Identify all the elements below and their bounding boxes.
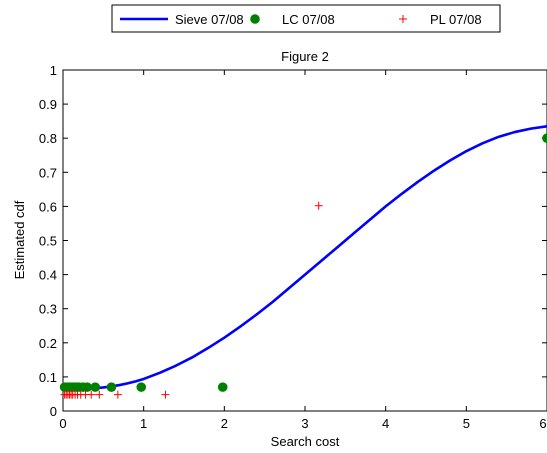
y-tick-label: 0.5 bbox=[39, 234, 57, 249]
data-point bbox=[82, 382, 92, 392]
series-1-points bbox=[59, 133, 547, 392]
y-tick-label: 0.7 bbox=[39, 165, 57, 180]
y-tick-label: 0.6 bbox=[39, 199, 57, 214]
y-axis-label: Estimated cdf bbox=[12, 200, 27, 279]
legend-swatch-marker bbox=[399, 15, 407, 23]
data-point bbox=[106, 382, 117, 392]
x-tick-label: 4 bbox=[382, 416, 389, 431]
series-2-points bbox=[60, 201, 323, 399]
y-tick-label: 0 bbox=[50, 404, 57, 419]
series-layer bbox=[59, 124, 547, 399]
y-tick-label: 0.9 bbox=[39, 97, 57, 112]
data-point bbox=[314, 201, 323, 210]
data-point bbox=[90, 382, 101, 392]
y-tick-label: 0.8 bbox=[39, 131, 57, 146]
x-tick-label: 3 bbox=[301, 416, 308, 431]
y-tick-label: 0.1 bbox=[39, 370, 57, 385]
x-tick-label: 0 bbox=[59, 416, 66, 431]
y-axis: 0 0.1 0.2 0.3 0.4 0.5 0.6 0.7 0.8 0.9 1 bbox=[39, 63, 547, 419]
x-tick-label: 6 bbox=[539, 416, 546, 431]
plot-area: 0 1 2 3 4 5 6 0 0.1 0.2 0.3 0.4 0.5 0.6 0.7 0.8 0.9 1 bbox=[39, 63, 547, 431]
data-point bbox=[542, 133, 547, 143]
data-point bbox=[217, 382, 228, 392]
x-tick-label: 2 bbox=[221, 416, 228, 431]
x-axis-label: Search cost bbox=[271, 434, 340, 449]
y-tick-label: 0.2 bbox=[39, 336, 57, 351]
legend: Sieve 07/08 LC 07/08 PL 07/08 bbox=[111, 4, 501, 33]
legend-swatch-marker bbox=[250, 14, 260, 24]
legend-label: PL 07/08 bbox=[430, 12, 482, 27]
y-tick-label: 0.3 bbox=[39, 302, 57, 317]
data-point bbox=[95, 390, 104, 399]
data-point bbox=[161, 390, 170, 399]
y-tick-label: 0.4 bbox=[39, 268, 57, 283]
plot-frame bbox=[62, 69, 547, 412]
legend-label: LC 07/08 bbox=[282, 12, 335, 27]
legend-box bbox=[111, 4, 501, 33]
y-tick-label: 1 bbox=[50, 63, 57, 78]
data-point bbox=[87, 390, 96, 399]
x-axis: 0 1 2 3 4 5 6 bbox=[59, 70, 547, 431]
data-point bbox=[113, 390, 122, 399]
chart-title: Figure 2 bbox=[281, 49, 329, 64]
x-tick-label: 1 bbox=[140, 416, 147, 431]
x-tick-label: 5 bbox=[463, 416, 470, 431]
legend-label: Sieve 07/08 bbox=[175, 12, 244, 27]
data-point bbox=[136, 382, 147, 392]
